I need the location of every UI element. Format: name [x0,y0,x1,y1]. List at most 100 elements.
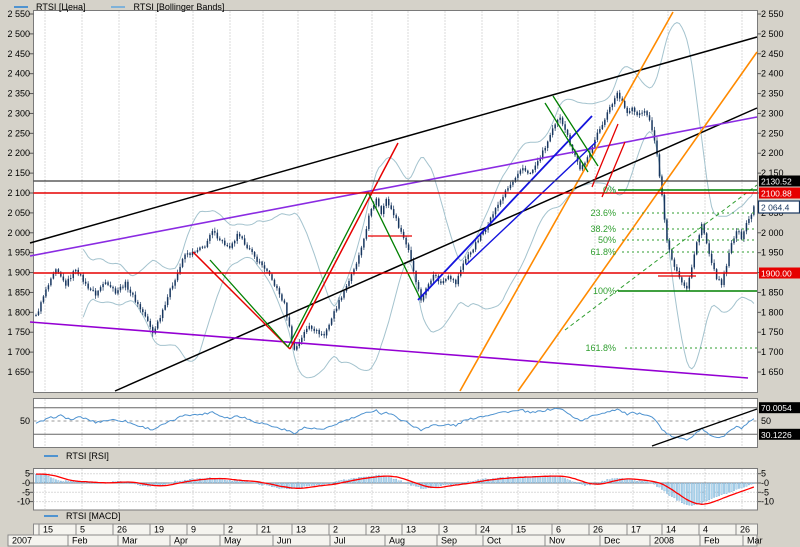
svg-text:5: 5 [25,469,30,479]
svg-text:13: 13 [296,525,306,535]
svg-text:-10: -10 [761,497,774,507]
svg-text:2 150: 2 150 [7,168,30,178]
svg-text:2 350: 2 350 [761,89,784,99]
svg-text:1 650: 1 650 [761,367,784,377]
svg-text:50%: 50% [598,235,616,245]
macd-series-swatch [44,515,58,517]
bollinger-series-swatch [111,6,126,8]
svg-text:2 250: 2 250 [761,128,784,138]
svg-text:2 000: 2 000 [7,228,30,238]
svg-text:15: 15 [516,525,526,535]
svg-text:Apr: Apr [174,536,188,546]
legend-rsi: RTSI [RSI] [44,451,135,461]
legend-bollinger-label: RTSI [Bollinger Bands] [133,2,225,12]
svg-text:26: 26 [117,525,127,535]
svg-text:Nov: Nov [549,536,566,546]
svg-text:2 350: 2 350 [7,89,30,99]
month-axis-row [7,534,758,547]
rsi-series-swatch [44,455,58,457]
rsi-panel: 50 50 70.0054 30.1226 [20,402,800,447]
grid [44,11,743,509]
svg-text:Jun: Jun [277,536,292,546]
macd-panel: 5 5-0 -0-5 -5-10 -10 [17,469,774,507]
svg-text:2007: 2007 [12,536,32,546]
svg-text:2130.52: 2130.52 [761,177,792,187]
svg-text:2 100: 2 100 [7,188,30,198]
svg-text:2 550: 2 550 [7,9,30,19]
svg-text:2 300: 2 300 [761,108,784,118]
svg-text:Jul: Jul [334,536,346,546]
svg-text:1 850: 1 850 [7,287,30,297]
svg-text:26: 26 [740,525,750,535]
svg-text:161.8%: 161.8% [585,343,616,353]
legend-rsi-label: RTSI [RSI] [66,451,109,461]
svg-text:2 200: 2 200 [761,148,784,158]
svg-text:23.6%: 23.6% [590,208,616,218]
svg-text:Feb: Feb [72,536,88,546]
svg-text:5: 5 [80,525,85,535]
svg-text:May: May [224,536,242,546]
svg-text:15: 15 [43,525,53,535]
svg-text:2 050: 2 050 [7,208,30,218]
svg-text:1 800: 1 800 [7,307,30,317]
panels[interactable] [33,10,758,511]
svg-text:6: 6 [556,525,561,535]
legend-macd-label: RTSI [MACD] [66,511,121,521]
svg-text:2 064.4: 2 064.4 [761,203,790,213]
level-badge: 1900.00 [759,267,800,279]
bollinger-bands [82,22,755,379]
svg-text:-0: -0 [761,478,769,488]
svg-text:2008: 2008 [654,536,674,546]
level-badge: 2130.52 [759,175,800,187]
svg-text:1 750: 1 750 [761,327,784,337]
svg-text:2: 2 [228,525,233,535]
legend-main: RTSI [Цена] RTSI [Bollinger Bands] [14,2,250,12]
level-badge: 2100.88 [759,187,800,199]
svg-text:19: 19 [154,525,164,535]
svg-text:70.0054: 70.0054 [761,403,792,413]
svg-text:2 150: 2 150 [761,168,784,178]
annotations [29,11,758,392]
svg-text:2 300: 2 300 [7,108,30,118]
svg-text:13: 13 [406,525,416,535]
fibonacci: 0% 23.6% 38.2%50% 61.8% 100% 161.8% [585,185,757,353]
svg-text:Sep: Sep [441,536,457,546]
svg-text:2 400: 2 400 [761,69,784,79]
svg-text:1 900: 1 900 [7,268,30,278]
svg-text:61.8%: 61.8% [590,247,616,257]
svg-text:23: 23 [370,525,380,535]
price-series-swatch [14,6,28,8]
svg-text:14: 14 [666,525,676,535]
svg-text:2 500: 2 500 [7,29,30,39]
svg-text:-0: -0 [22,478,30,488]
svg-text:Mar: Mar [122,536,138,546]
svg-text:2 000: 2 000 [761,228,784,238]
svg-text:2 550: 2 550 [761,9,784,19]
svg-text:1 950: 1 950 [7,248,30,258]
svg-text:24: 24 [480,525,490,535]
svg-text:Feb: Feb [704,536,720,546]
svg-text:5: 5 [761,469,766,479]
macd-plot[interactable] [33,468,758,511]
svg-text:1 850: 1 850 [761,287,784,297]
svg-text:2 450: 2 450 [761,49,784,59]
svg-text:Aug: Aug [389,536,405,546]
svg-text:1900.00: 1900.00 [761,269,792,279]
svg-text:4: 4 [703,525,708,535]
svg-text:3: 3 [443,525,448,535]
svg-text:21: 21 [261,525,271,535]
level-badge: 2 064.4 [757,200,800,214]
svg-text:-10: -10 [17,497,30,507]
day-axis-row [33,523,758,536]
rsi-plot[interactable] [33,398,758,448]
svg-text:9: 9 [191,525,196,535]
legend-macd: RTSI [MACD] [44,511,146,521]
svg-text:1 800: 1 800 [761,307,784,317]
legend-price-label: RTSI [Цена] [36,2,86,12]
svg-text:1 750: 1 750 [7,327,30,337]
svg-text:Mar: Mar [747,536,763,546]
svg-text:0%: 0% [603,185,616,195]
svg-text:2 250: 2 250 [7,128,30,138]
